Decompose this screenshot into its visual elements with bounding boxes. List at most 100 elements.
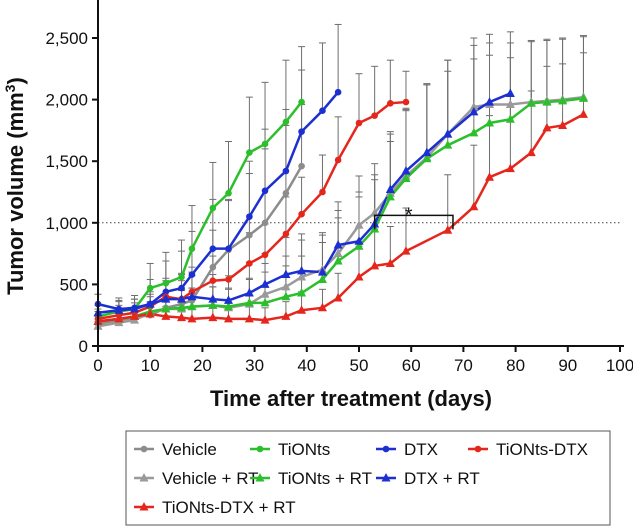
dtx-plus-rt-point (317, 267, 327, 276)
tionts-point (188, 245, 196, 252)
dtx-point (298, 128, 305, 135)
tionts-dtx-point (334, 156, 342, 164)
x-tick-label: 100 (606, 356, 633, 375)
legend-items: Vehicle TiONts DTX TiONts-DTX Vehicle + RT Ti… (134, 440, 588, 517)
y-tick-label: 1,000 (45, 214, 88, 233)
legend-label: DTX (404, 440, 438, 459)
tionts-plus-rt-point (317, 274, 327, 283)
tionts-dtx-plus-rt-point (333, 292, 343, 302)
dtx-plus-rt-point (443, 129, 453, 138)
dtx-plus-rt-point (161, 294, 171, 303)
legend-item-tionts-plus-rt: TiONts + RT (250, 469, 372, 488)
vehicle-plus-rt-point (370, 207, 380, 217)
dtx-point (178, 284, 185, 292)
dtx-point (334, 88, 342, 96)
tionts-dtx-plus-rt-point (469, 201, 479, 211)
tionts-dtx-plus-rt-point (244, 313, 254, 323)
vehicle-plus-rt-point (505, 99, 515, 109)
tionts-dtx-point (371, 112, 378, 119)
tionts-dtx-point (209, 277, 217, 285)
tionts-plus-rt-point (578, 93, 588, 102)
tionts-point (282, 118, 290, 126)
legend-swatch-marker (381, 473, 391, 482)
legend: Vehicle TiONts DTX TiONts-DTX Vehicle + RT Ti… (125, 430, 611, 526)
vehicle-plus-rt-point (333, 248, 343, 258)
bracket-line (373, 214, 454, 230)
tionts-dtx-plus-rt-point (114, 313, 124, 323)
x-tick-label: 40 (297, 356, 316, 375)
y-tick-label: 2,500 (45, 29, 88, 48)
tionts-dtx-plus-rt-point (187, 313, 197, 323)
tionts-dtx-plus-rt-point (317, 302, 327, 312)
legend-item-tionts-dtx: TiONts-DTX (468, 440, 588, 459)
legend-label: DTX + RT (404, 469, 480, 488)
tionts-dtx-plus-rt-point (370, 260, 380, 270)
dtx-plus-rt-point (114, 305, 124, 314)
tionts-plus-rt-point (187, 301, 197, 311)
x-tick-label: 30 (245, 356, 264, 375)
legend-item-vehicle-plus-rt: Vehicle + RT (134, 469, 259, 488)
tionts-plus-rt-point (354, 241, 364, 250)
tionts-dtx-point (246, 260, 253, 267)
tionts-dtx-plus-rt-point (297, 305, 307, 314)
vehicle-plus-rt-point (297, 272, 307, 281)
vehicle-point (209, 263, 217, 271)
legend-label: TiONts (278, 440, 330, 459)
legend-swatch-marker (256, 445, 264, 453)
y-tick-label: 1,500 (45, 152, 88, 171)
dtx-plus-rt-point (130, 304, 140, 313)
dtx-point (282, 167, 290, 175)
tionts-dtx-plus-rt-point (208, 312, 218, 322)
tionts-dtx-plus-rt-point (401, 246, 411, 255)
tionts-point (178, 273, 185, 281)
dtx-plus-rt-point (297, 265, 307, 275)
tionts-plus-rt-point (297, 288, 307, 297)
legend-swatch-marker (140, 445, 148, 453)
legend-swatch-marker (255, 473, 265, 482)
legend-label: Vehicle (162, 440, 217, 459)
dtx-plus-rt-point (187, 291, 197, 301)
dtx-point (319, 107, 326, 114)
dtx-plus-rt-point (177, 294, 187, 303)
vehicle-plus-rt-point (354, 220, 364, 229)
legend-item-tionts-dtx-plus-rt: TiONts-DTX + RT (134, 498, 296, 517)
x-tick-label: 50 (350, 356, 369, 375)
dtx-plus-rt-point (281, 269, 291, 279)
series-markers (93, 88, 588, 330)
tionts-point (209, 204, 217, 212)
tionts-plus-rt-point (542, 97, 552, 106)
tionts-dtx-plus-rt-point (385, 258, 395, 267)
vehicle-point (261, 219, 269, 227)
y-axis-title-main: Tumor volume (mm (3, 92, 28, 295)
tionts-point (261, 140, 269, 148)
legend-label: TiONts + RT (278, 469, 372, 488)
x-tick-label: 90 (558, 356, 577, 375)
vehicle-plus-rt-point (469, 101, 479, 111)
tionts-dtx-plus-rt-point (505, 163, 515, 173)
tionts-dtx-point (298, 210, 305, 218)
dtx-plus-rt-point (485, 97, 494, 106)
tionts-dtx-plus-rt-point (542, 122, 552, 132)
tionts-dtx-plus-rt-point (485, 172, 494, 181)
dtx-plus-rt-point (422, 147, 432, 157)
x-ticks: 0 10 20 30 40 50 60 70 80 90 100 (93, 346, 633, 375)
y-ticks: 0 500 1,000 1,500 2,000 2,500 (45, 29, 98, 356)
legend-label: TiONts-DTX + RT (162, 498, 296, 517)
dtx-plus-rt-point (354, 236, 364, 245)
vehicle-point (246, 231, 253, 239)
tionts-plus-rt-point (485, 118, 494, 127)
legend-swatch-marker (474, 445, 482, 453)
legend-item-dtx-plus-rt: DTX + RT (376, 469, 480, 488)
y-tick-label: 2,000 (45, 91, 88, 110)
dtx-plus-rt-point (208, 294, 218, 303)
tionts-point (298, 98, 305, 106)
tionts-plus-rt-point (208, 300, 218, 309)
y-axis-title-superscript: 3 (2, 84, 18, 92)
dtx-point (209, 245, 217, 252)
legend-swatch-marker (139, 502, 149, 511)
tionts-dtx-point (261, 251, 269, 259)
tionts-dtx-point (225, 276, 232, 283)
tionts-plus-rt-point (260, 297, 270, 307)
legend-item-vehicle: Vehicle (134, 440, 217, 459)
dtx-point (162, 288, 170, 296)
